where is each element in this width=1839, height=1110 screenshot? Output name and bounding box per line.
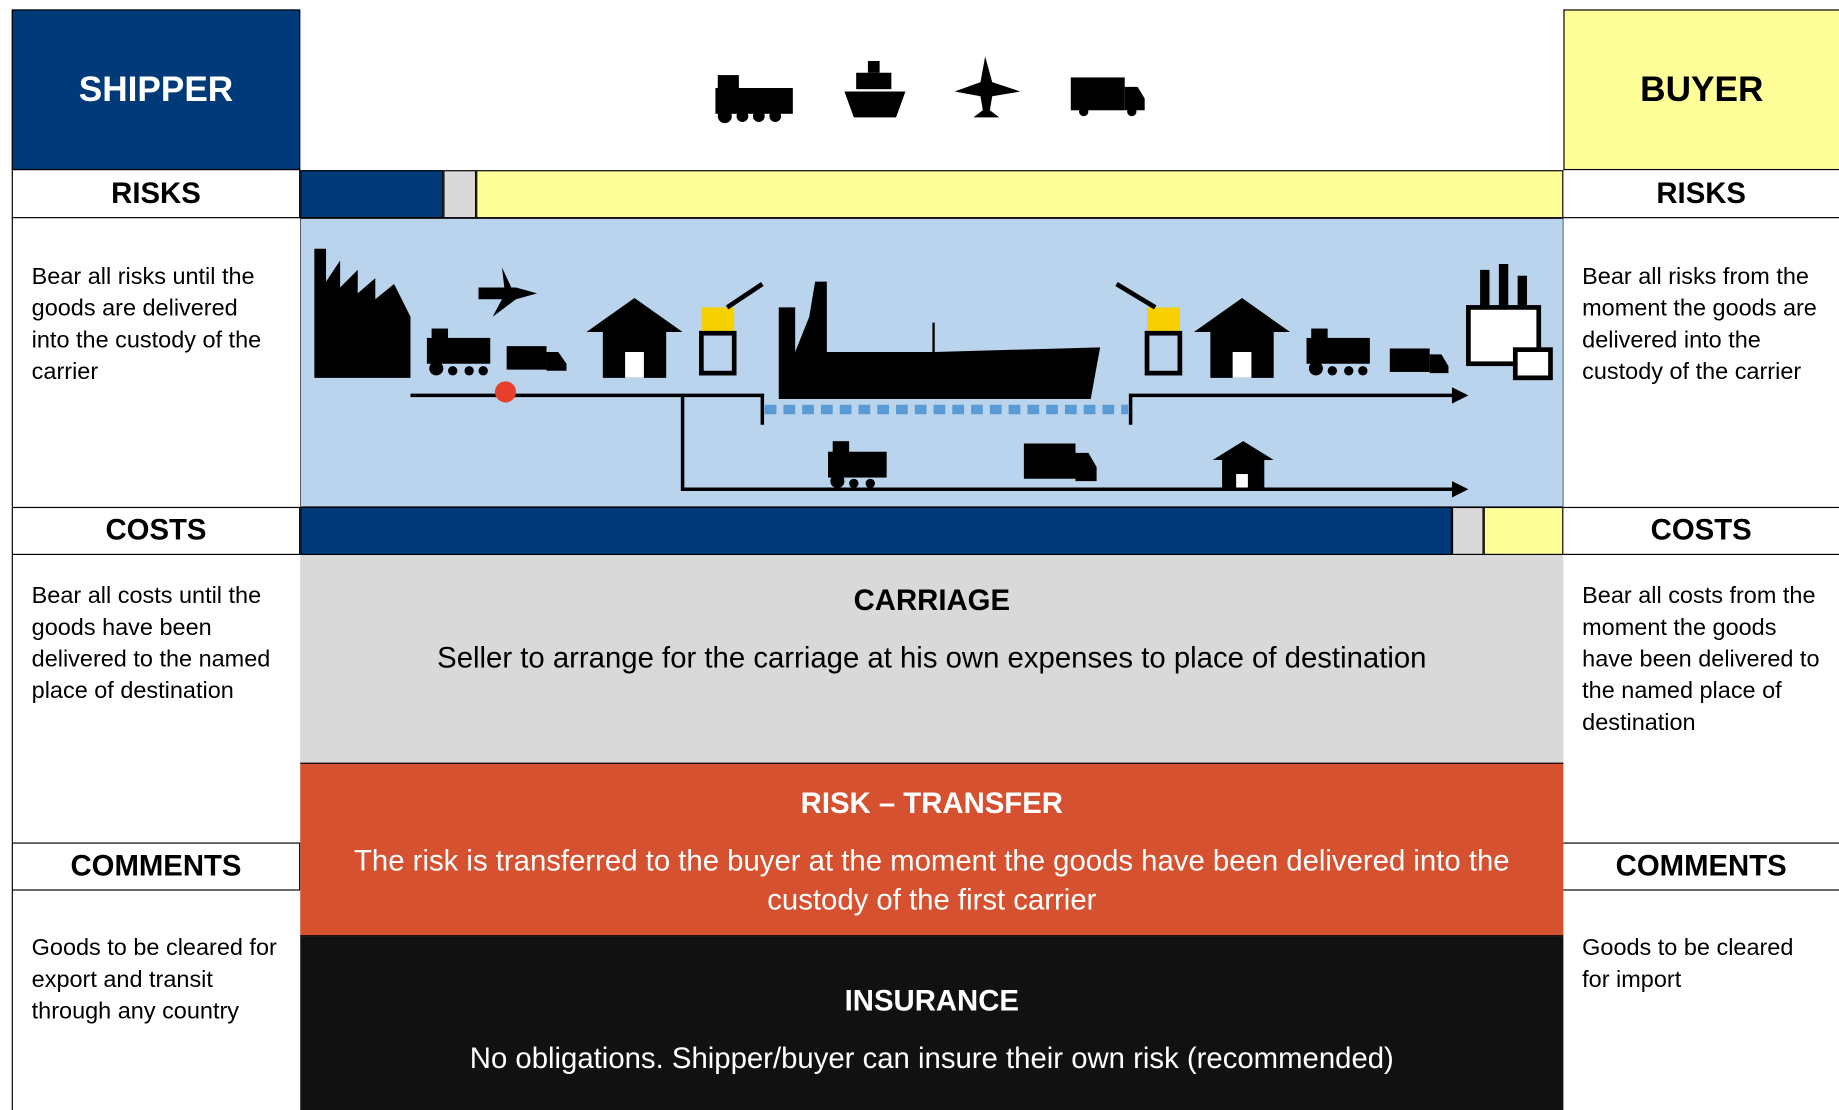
buyer-comments-text: Goods to be cleared for import xyxy=(1582,935,1794,993)
shipper-costs-text: Bear all costs until the goods have been… xyxy=(11,554,301,843)
illustration xyxy=(300,8,1564,507)
carriage-section: CARRIAGE Seller to arrange for the carri… xyxy=(300,554,1564,763)
shipper-risks-text: Bear all risks until the goods are deliv… xyxy=(11,218,301,507)
cost-bar-transfer xyxy=(1451,506,1484,555)
risk-bar-transfer xyxy=(443,170,477,219)
buyer-costs-heading: COSTS xyxy=(1563,506,1839,555)
risk-transfer-section: RISK – TRANSFER The risk is transferred … xyxy=(300,762,1564,937)
shipper-comments-heading: COMMENTS xyxy=(11,842,301,891)
transfer-point xyxy=(494,381,517,403)
buyer-risks-text: Bear all risks from the moment the goods… xyxy=(1582,264,1817,385)
insurance-text: No obligations. Shipper/buyer can insure… xyxy=(469,1041,1394,1075)
transport-icons xyxy=(715,56,1145,124)
carriage-heading: CARRIAGE xyxy=(853,584,1011,618)
buyer-title: BUYER xyxy=(1563,9,1839,171)
cost-bar-shipper xyxy=(300,506,1452,555)
risk-transfer-heading: RISK – TRANSFER xyxy=(800,787,1063,821)
insurance-heading: INSURANCE xyxy=(844,984,1019,1018)
cost-bar-buyer xyxy=(1483,506,1564,555)
shipper-comments-text: Goods to be cleared for export and trans… xyxy=(11,890,301,1110)
risk-bar-shipper xyxy=(300,170,444,219)
risk-transfer-text: The risk is transferred to the buyer at … xyxy=(354,844,1510,917)
route-lines xyxy=(410,393,1455,492)
shipper-title: SHIPPER xyxy=(11,9,301,171)
buyer-risks-heading: RISKS xyxy=(1563,170,1839,219)
insurance-section: INSURANCE No obligations. Shipper/buyer … xyxy=(300,936,1564,1110)
route-icons xyxy=(314,248,1553,489)
arrowheads xyxy=(1451,387,1469,498)
buyer-costs-text: Bear all costs from the moment the goods… xyxy=(1582,583,1820,736)
buyer-comments-heading: COMMENTS xyxy=(1563,842,1839,891)
shipper-costs-heading: COSTS xyxy=(11,506,301,555)
shipper-risks-heading: RISKS xyxy=(11,170,301,219)
carriage-text: Seller to arrange for the carriage at hi… xyxy=(437,641,1427,675)
